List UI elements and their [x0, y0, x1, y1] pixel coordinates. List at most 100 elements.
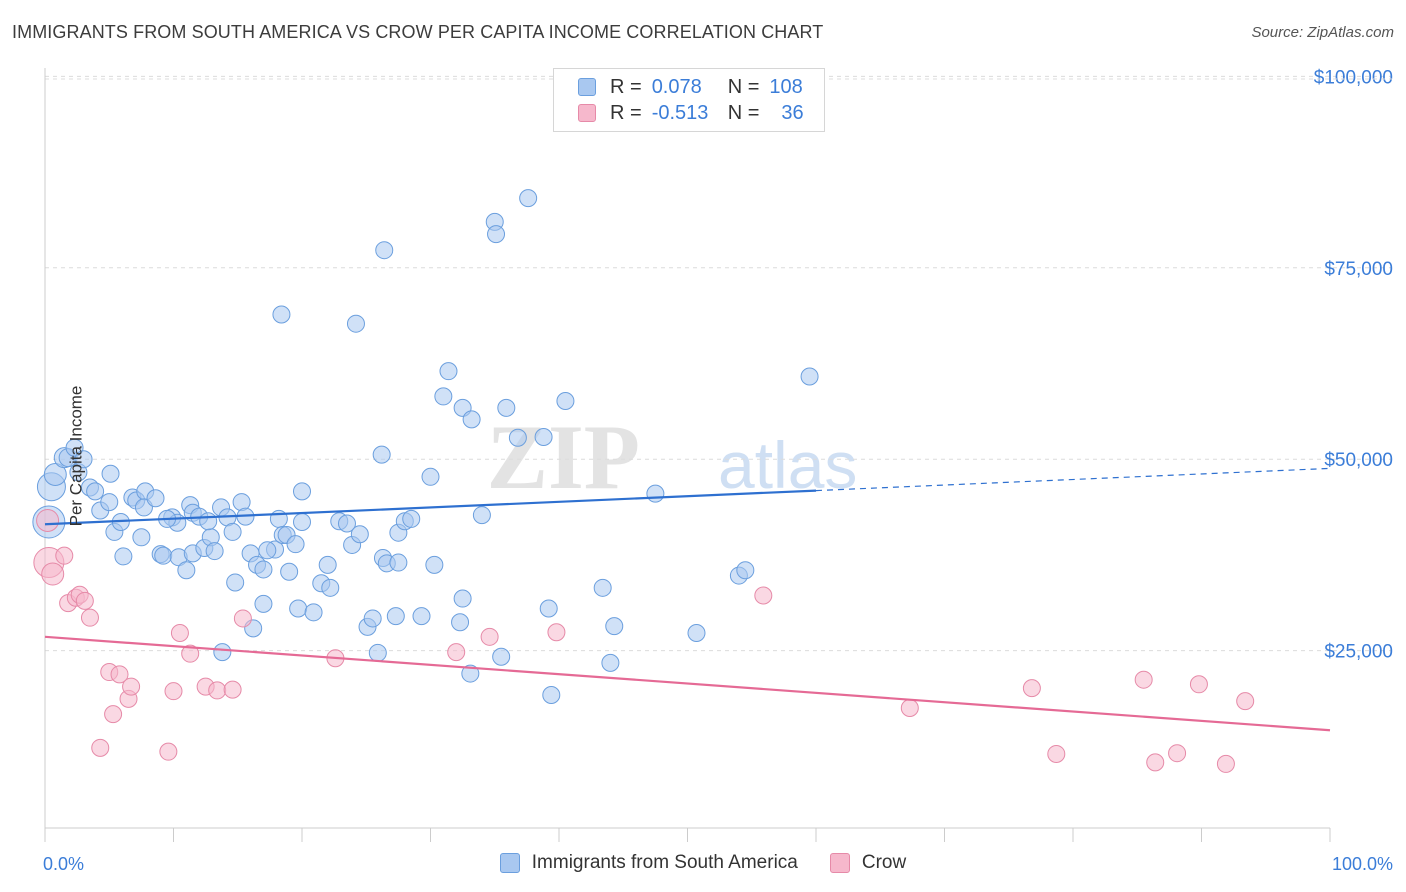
point-immigrants — [280, 562, 299, 581]
point-immigrants — [293, 482, 311, 501]
point-crow — [547, 623, 566, 642]
point-crow — [1168, 744, 1187, 763]
legend-n-label: N = — [727, 101, 760, 124]
point-crow — [181, 644, 200, 663]
point-immigrants — [132, 528, 151, 547]
y-axis-label: Per Capita Income — [66, 385, 86, 527]
point-immigrants — [321, 578, 340, 597]
point-immigrants — [205, 542, 224, 561]
point-crow — [1216, 754, 1235, 773]
point-crow — [754, 586, 773, 605]
point-crow — [41, 562, 65, 586]
point-crow — [164, 682, 183, 701]
point-crow — [1236, 692, 1255, 711]
legend-row-immigrants: R = 0.078 N = 108 — [578, 75, 803, 99]
y-tick-label: $100,000 — [1314, 67, 1393, 88]
point-crow — [208, 681, 227, 700]
point-immigrants — [254, 560, 273, 579]
legend-n-value: 108 — [769, 75, 803, 98]
point-crow — [1146, 753, 1165, 772]
point-immigrants — [318, 555, 337, 574]
point-crow — [1047, 744, 1066, 763]
x-tick-label-min: 0.0% — [43, 854, 84, 874]
point-immigrants — [542, 686, 561, 705]
point-immigrants — [439, 362, 458, 381]
point-immigrants — [100, 493, 119, 512]
legend-item-immigrants[interactable]: Immigrants from South America — [499, 852, 798, 874]
point-immigrants — [363, 609, 382, 628]
y-tick-label: $75,000 — [1324, 259, 1393, 280]
point-immigrants — [487, 225, 506, 244]
point-crow — [159, 742, 178, 761]
point-immigrants — [223, 522, 242, 541]
point-immigrants — [534, 427, 553, 446]
point-immigrants — [736, 561, 755, 580]
point-immigrants — [304, 603, 323, 622]
point-immigrants — [605, 617, 624, 636]
point-immigrants — [154, 546, 173, 565]
source-label: Source: ZipAtlas.com — [1251, 24, 1394, 41]
point-immigrants — [556, 392, 575, 411]
y-tick-label: $25,000 — [1324, 642, 1393, 663]
point-immigrants — [497, 398, 516, 417]
point-crow — [122, 677, 141, 696]
trendline-immigrants-extension — [815, 467, 1331, 492]
trendline-immigrants — [44, 489, 817, 526]
point-immigrants — [43, 463, 67, 487]
point-crow — [75, 591, 94, 610]
point-immigrants — [226, 573, 245, 592]
watermark-atlas: atlas — [718, 428, 857, 502]
point-immigrants — [451, 613, 470, 632]
legend-n-value: 36 — [781, 101, 804, 124]
legend-swatch-pink — [578, 104, 596, 122]
point-crow — [110, 665, 129, 684]
point-immigrants — [254, 594, 273, 613]
point-crow — [80, 608, 99, 627]
legend-r-value: 0.078 — [651, 75, 702, 98]
point-immigrants — [114, 547, 133, 566]
legend-swatch-blue — [578, 78, 596, 96]
legend-n-label: N = — [727, 75, 760, 98]
legend-r-label: R = — [610, 101, 642, 124]
point-immigrants — [337, 514, 356, 533]
legend-swatch-pink — [829, 853, 850, 873]
legend-row-crow: R = -0.513 N = 36 — [578, 101, 804, 125]
watermark-zip: ZIP — [487, 406, 640, 508]
legend-swatch-blue — [499, 853, 520, 873]
point-immigrants — [368, 643, 387, 662]
point-crow — [480, 627, 499, 646]
point-immigrants — [389, 553, 408, 572]
point-crow — [447, 643, 466, 662]
x-tick-label-max: 100.0% — [1332, 854, 1393, 874]
point-immigrants — [199, 512, 218, 531]
point-immigrants — [453, 589, 472, 608]
point-immigrants — [286, 535, 305, 554]
point-immigrants — [462, 410, 481, 429]
point-immigrants — [272, 305, 291, 324]
legend-label-immigrants: Immigrants from South America — [531, 852, 798, 873]
legend-item-crow[interactable]: Crow — [829, 852, 907, 874]
point-immigrants — [350, 525, 369, 544]
point-immigrants — [425, 555, 444, 574]
point-immigrants — [412, 607, 431, 626]
point-immigrants — [289, 599, 308, 618]
correlation-legend: R = 0.078 N = 108 R = -0.513 N = 36 — [553, 68, 825, 132]
point-immigrants — [375, 241, 394, 260]
point-immigrants — [461, 664, 480, 683]
point-immigrants — [386, 607, 405, 626]
point-crow — [104, 705, 123, 724]
point-immigrants — [372, 445, 391, 464]
point-immigrants — [346, 314, 365, 333]
point-immigrants — [800, 367, 819, 386]
point-immigrants — [146, 489, 165, 508]
trendline-crow — [44, 635, 1331, 732]
point-immigrants — [402, 509, 421, 528]
point-crow — [36, 508, 60, 532]
point-immigrants — [74, 450, 93, 469]
chart-title: IMMIGRANTS FROM SOUTH AMERICA VS CROW PE… — [12, 22, 824, 42]
point-immigrants — [472, 506, 491, 525]
legend-label-crow: Crow — [861, 852, 907, 873]
point-crow — [1189, 675, 1208, 694]
point-immigrants — [519, 189, 538, 208]
